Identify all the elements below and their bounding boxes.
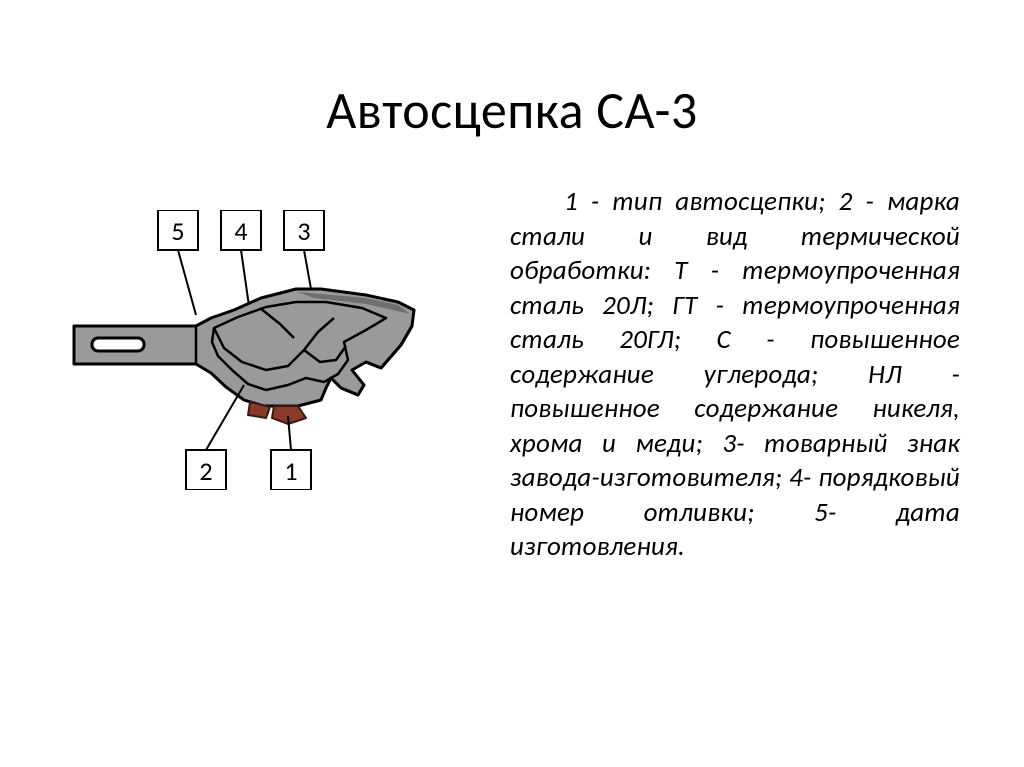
- label-2-text: 2: [199, 455, 212, 487]
- coupler-diagram: 5 4 3: [66, 210, 456, 490]
- label-1-text: 1: [284, 455, 297, 487]
- label-1-group: 1: [271, 416, 311, 490]
- label-5-text: 5: [171, 215, 184, 247]
- leader-2: [206, 385, 244, 450]
- label-3-group: 3: [284, 210, 324, 300]
- latch-assembly: [248, 402, 306, 424]
- label-5-group: 5: [158, 210, 198, 315]
- leader-5: [178, 250, 196, 315]
- label-2-group: 2: [186, 385, 244, 490]
- shank-slot: [92, 338, 144, 351]
- label-4-text: 4: [234, 215, 247, 247]
- legend-text: 1 - тип автосцепки; 2 - марка стали и ви…: [510, 185, 960, 565]
- coupler-svg: 5 4 3: [66, 210, 456, 490]
- label-3-text: 3: [297, 215, 310, 247]
- page-title: Автосцепка СА-3: [0, 78, 1024, 142]
- slide: Автосцепка СА-3 5 4 3: [0, 0, 1024, 767]
